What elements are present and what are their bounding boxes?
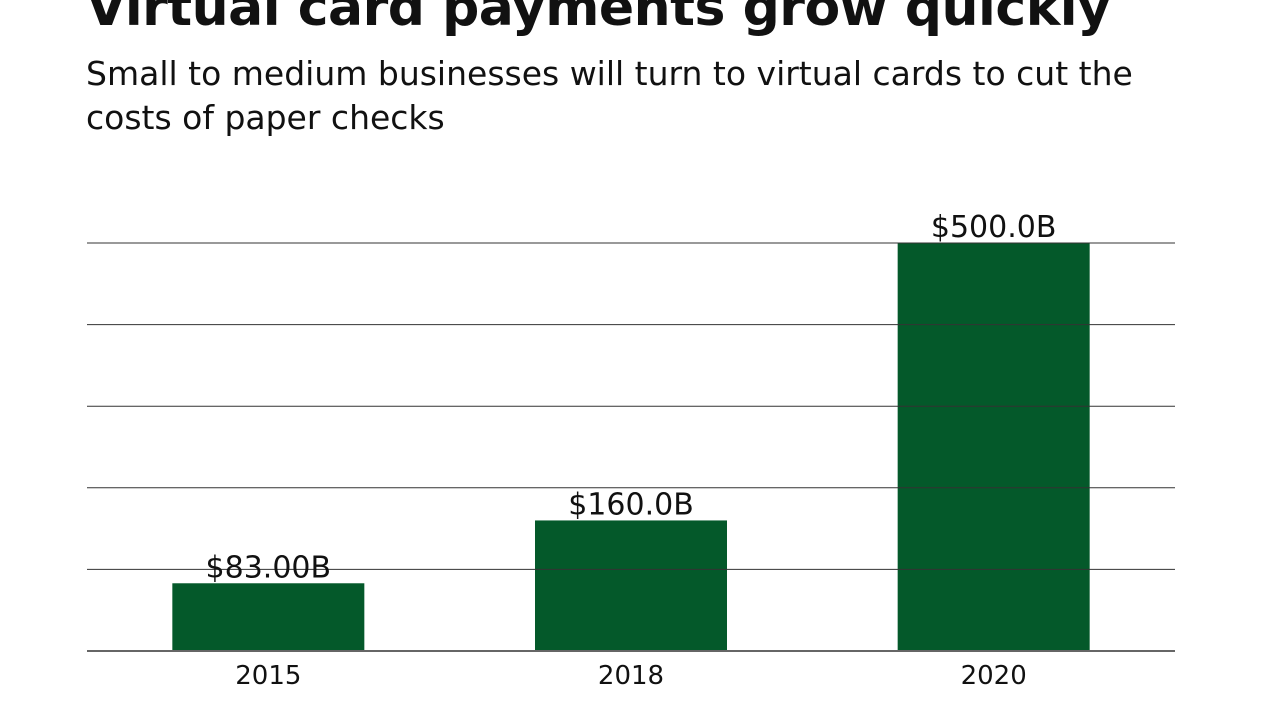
data-label: $83.00B <box>206 550 332 585</box>
bar-2020 <box>897 243 1090 651</box>
data-label: $160.0B <box>568 487 694 522</box>
bar-2015 <box>172 583 365 651</box>
chart-subtitle: Small to medium businesses will turn to … <box>86 54 1133 137</box>
chart-title: Virtual card payments grow quickly <box>86 0 1111 38</box>
x-tick-label: 2018 <box>598 661 664 691</box>
x-tick-label: 2015 <box>235 661 301 691</box>
data-label: $500.0B <box>931 210 1057 245</box>
bar-2018 <box>535 520 727 651</box>
x-tick-label: 2020 <box>961 661 1027 691</box>
